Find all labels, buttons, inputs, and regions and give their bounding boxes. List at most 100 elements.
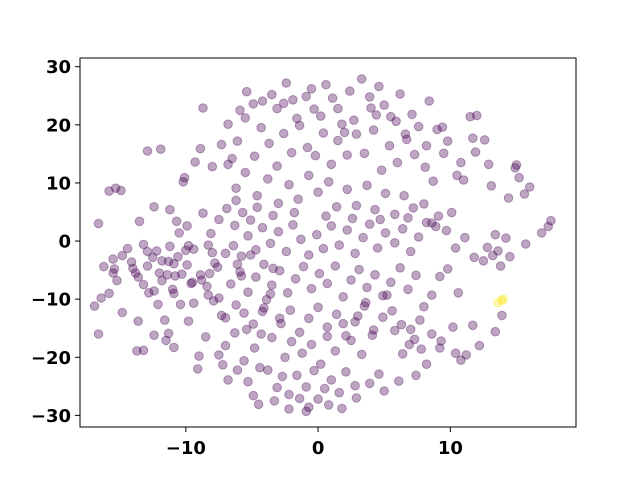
data-point xyxy=(290,274,301,284)
data-point xyxy=(170,271,180,281)
data-point xyxy=(396,319,407,330)
data-point xyxy=(220,313,231,323)
data-point xyxy=(265,238,276,249)
data-point xyxy=(465,111,476,122)
data-point xyxy=(354,264,364,275)
data-point xyxy=(112,275,122,286)
data-point xyxy=(338,318,349,329)
data-point xyxy=(273,226,284,237)
data-point xyxy=(520,239,531,249)
y-tick-label: 10 xyxy=(46,173,71,194)
data-point xyxy=(366,103,376,113)
data-point xyxy=(241,324,252,335)
data-point xyxy=(284,389,294,400)
data-point xyxy=(498,294,509,305)
data-point xyxy=(162,270,173,280)
data-point xyxy=(330,346,341,356)
data-point xyxy=(278,98,289,109)
data-point xyxy=(309,104,319,114)
data-point xyxy=(245,250,256,260)
data-point xyxy=(218,360,228,370)
data-point xyxy=(413,232,424,242)
data-point xyxy=(435,343,445,353)
data-point xyxy=(138,239,149,250)
data-point xyxy=(379,100,390,110)
data-point xyxy=(442,264,453,274)
data-point xyxy=(203,290,214,300)
data-point xyxy=(327,93,338,103)
data-point xyxy=(411,370,421,381)
data-point xyxy=(157,275,167,286)
data-point xyxy=(350,317,360,327)
data-point xyxy=(306,283,317,294)
data-point xyxy=(309,365,319,376)
data-point xyxy=(179,172,190,183)
data-point xyxy=(251,272,261,282)
data-point xyxy=(277,371,288,382)
data-point xyxy=(437,122,448,132)
data-point xyxy=(351,393,362,403)
data-point xyxy=(149,330,159,341)
data-point xyxy=(342,225,353,235)
data-point xyxy=(419,301,429,312)
data-point xyxy=(192,364,203,374)
data-point xyxy=(319,383,330,394)
data-point xyxy=(231,300,241,310)
data-point xyxy=(495,261,506,271)
data-point xyxy=(415,315,425,325)
data-point xyxy=(490,326,501,337)
data-point xyxy=(288,220,298,230)
data-point xyxy=(318,243,329,254)
data-point xyxy=(194,351,204,361)
data-point xyxy=(198,103,208,113)
data-point xyxy=(371,110,382,120)
data-point xyxy=(374,369,384,379)
data-point xyxy=(177,269,187,280)
data-point xyxy=(241,86,252,97)
data-point xyxy=(267,332,277,343)
data-point xyxy=(395,263,405,273)
data-point xyxy=(490,229,501,240)
data-point xyxy=(292,370,302,381)
data-point xyxy=(374,81,384,92)
data-point xyxy=(386,277,396,288)
data-point xyxy=(322,278,333,289)
data-point xyxy=(182,260,192,270)
data-point xyxy=(186,278,196,289)
data-point xyxy=(358,232,368,243)
data-point xyxy=(294,393,305,404)
data-point xyxy=(153,299,163,310)
data-point xyxy=(392,157,403,168)
data-point xyxy=(169,288,179,299)
x-tick-label: 10 xyxy=(438,438,463,459)
data-point xyxy=(346,275,356,285)
data-point xyxy=(350,380,360,391)
data-point xyxy=(427,290,437,300)
data-point xyxy=(468,320,478,331)
data-point xyxy=(341,331,351,341)
data-point xyxy=(347,213,358,224)
data-point xyxy=(431,221,441,232)
data-point xyxy=(286,147,297,158)
data-point xyxy=(284,179,294,190)
data-point xyxy=(210,258,220,268)
data-point xyxy=(382,290,392,300)
data-point xyxy=(171,216,182,227)
data-point xyxy=(505,251,515,262)
data-point xyxy=(245,215,256,225)
data-point xyxy=(256,122,267,133)
data-point xyxy=(195,143,206,154)
data-point xyxy=(421,359,432,370)
data-point xyxy=(117,250,128,261)
data-point xyxy=(128,263,138,274)
data-point xyxy=(403,284,413,295)
data-point xyxy=(133,272,143,282)
data-point xyxy=(483,159,494,170)
data-point xyxy=(200,332,211,342)
data-point xyxy=(108,254,118,264)
data-point xyxy=(333,135,343,146)
data-point xyxy=(282,288,293,298)
data-point xyxy=(378,312,388,323)
data-point xyxy=(126,257,137,267)
data-point xyxy=(243,231,253,241)
